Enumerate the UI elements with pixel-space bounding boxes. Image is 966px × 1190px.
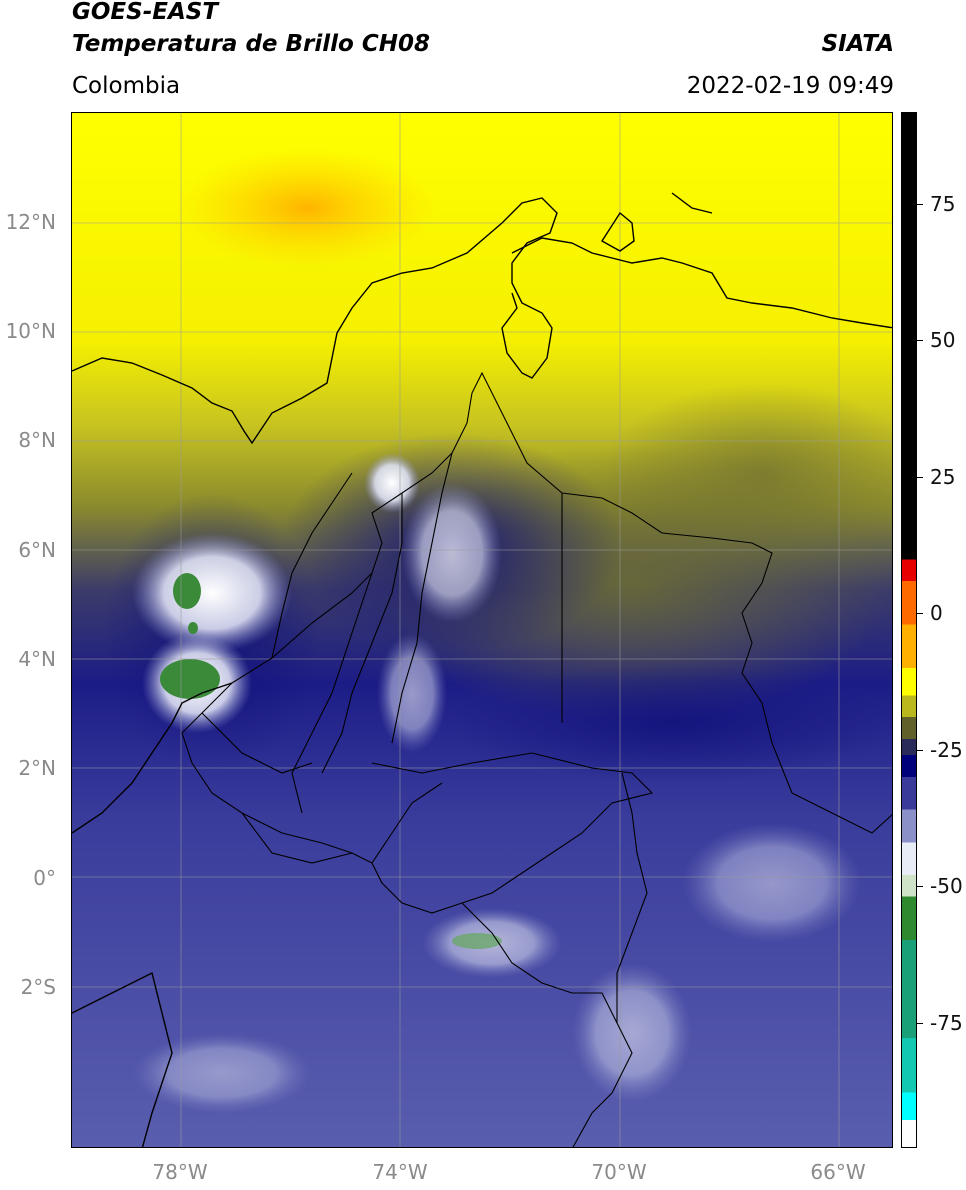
colorbar-label: 0 [930,601,943,625]
lat-label-10n: 10°N [5,319,56,343]
colorbar-label: 75 [930,192,956,216]
lat-label-6n: 6°N [18,538,56,562]
region-label: Colombia [72,73,181,99]
colorbar-label: -25 [930,738,963,762]
colorbar-tick [917,204,923,205]
colorbar-label: -75 [930,1011,963,1035]
colorbar-tick [917,477,923,478]
lon-label-74w: 74°W [372,1160,428,1184]
colorbar-tick [917,613,923,614]
colorbar-label: -50 [930,874,963,898]
coastlines [72,192,892,1147]
brand-label: SIATA [821,31,894,57]
satellite-map[interactable] [71,112,893,1148]
lat-label-0: 0° [33,866,56,890]
timestamp-label: 2022-02-19 09:49 [686,73,894,99]
lat-label-12n: 12°N [5,210,56,234]
lat-label-2n: 2°N [18,756,56,780]
title-product: Temperatura de Brillo CH08 [72,31,430,57]
colorbar-tick [917,886,923,887]
colorbar [901,112,917,1148]
cloud-top [132,533,292,653]
lat-label-4n: 4°N [18,647,56,671]
colorbar-tick [917,750,923,751]
lon-label-70w: 70°W [591,1160,647,1184]
lat-label-2s: 2°S [20,975,56,999]
map-canvas [72,113,892,1147]
colorbar-label: 50 [930,328,956,352]
graticule [72,113,892,1147]
lon-label-78w: 78°W [152,1160,208,1184]
lat-label-8n: 8°N [18,428,56,452]
colorbar-tick [917,340,923,341]
warm-area [177,148,437,268]
title-satellite: GOES-EAST [72,0,219,25]
cold-top-green [173,573,201,609]
borders [181,371,892,1147]
colorbar-label: 25 [930,465,956,489]
lon-label-66w: 66°W [810,1160,866,1184]
colorbar-tick [917,1023,923,1024]
